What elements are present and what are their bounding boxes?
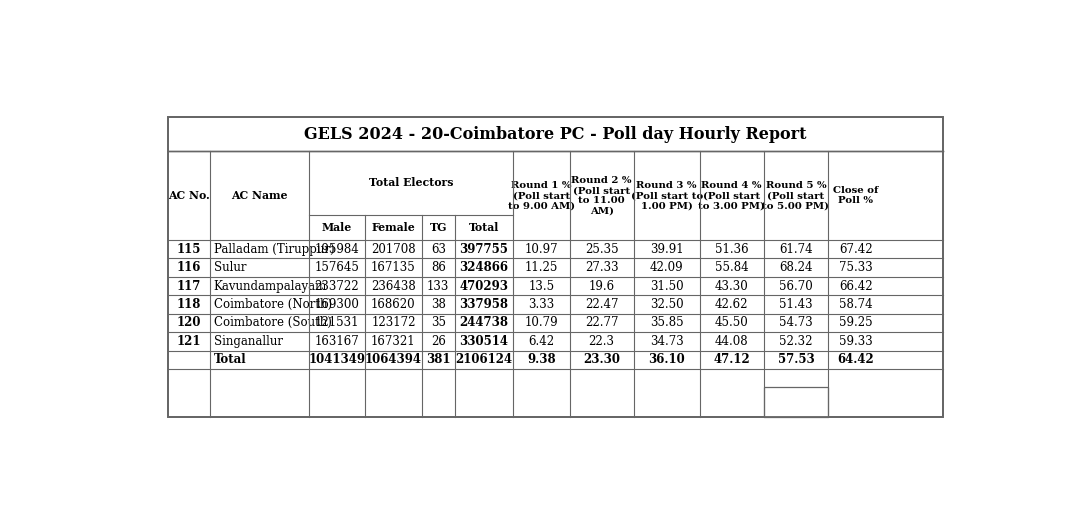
Text: 42.09: 42.09 (650, 261, 684, 274)
Text: 36.10: 36.10 (648, 353, 685, 366)
Text: 118: 118 (177, 298, 201, 311)
Text: 38: 38 (431, 298, 446, 311)
Text: 45.50: 45.50 (715, 316, 748, 329)
Text: 120: 120 (177, 316, 201, 329)
Text: 1041349: 1041349 (309, 353, 365, 366)
Text: 123172: 123172 (372, 316, 416, 329)
Text: Round 5 %
(Poll start
to 5.00 PM): Round 5 % (Poll start to 5.00 PM) (762, 181, 829, 211)
Text: Total: Total (214, 353, 246, 366)
Text: 66.42: 66.42 (839, 280, 873, 293)
Text: 157645: 157645 (314, 261, 360, 274)
Bar (764, 387, 828, 417)
Text: Round 3 %
(Poll start to
1.00 PM): Round 3 % (Poll start to 1.00 PM) (631, 181, 703, 211)
Text: TG: TG (430, 222, 447, 233)
Text: 117: 117 (177, 280, 201, 293)
Text: 11.25: 11.25 (525, 261, 558, 274)
Text: 201708: 201708 (372, 243, 416, 256)
Text: 54.73: 54.73 (779, 316, 813, 329)
Text: 35.85: 35.85 (650, 316, 684, 329)
Text: Singanallur: Singanallur (214, 335, 283, 348)
Text: 13.5: 13.5 (528, 280, 554, 293)
Text: Coimbatore (North): Coimbatore (North) (214, 298, 332, 311)
Text: 381: 381 (426, 353, 450, 366)
Text: 330514: 330514 (459, 335, 509, 348)
Text: 115: 115 (177, 243, 201, 256)
Text: 470293: 470293 (459, 280, 509, 293)
Text: Total Electors: Total Electors (368, 177, 454, 189)
Text: 22.47: 22.47 (585, 298, 619, 311)
Text: 52.32: 52.32 (780, 335, 813, 348)
Text: 63: 63 (431, 243, 446, 256)
Text: 32.50: 32.50 (650, 298, 684, 311)
Text: Coimbatore (South): Coimbatore (South) (214, 316, 332, 329)
Text: 75.33: 75.33 (839, 261, 873, 274)
Text: 22.3: 22.3 (589, 335, 615, 348)
Text: 167321: 167321 (372, 335, 416, 348)
Text: 57.53: 57.53 (778, 353, 814, 366)
Text: 121531: 121531 (314, 316, 360, 329)
Text: GELS 2024 - 20-Coimbatore PC - Poll day Hourly Report: GELS 2024 - 20-Coimbatore PC - Poll day … (305, 126, 807, 143)
Text: 19.6: 19.6 (589, 280, 615, 293)
Text: 23.30: 23.30 (583, 353, 620, 366)
Text: Kavundampalayam: Kavundampalayam (214, 280, 327, 293)
Text: 42.62: 42.62 (715, 298, 748, 311)
Text: AC Name: AC Name (231, 190, 287, 201)
Text: 2106124: 2106124 (456, 353, 513, 366)
Text: 26: 26 (431, 335, 446, 348)
Text: 1064394: 1064394 (365, 353, 422, 366)
Text: 169300: 169300 (314, 298, 360, 311)
Text: 58.74: 58.74 (839, 298, 873, 311)
Text: 9.38: 9.38 (527, 353, 555, 366)
Text: 163167: 163167 (314, 335, 360, 348)
Text: 168620: 168620 (372, 298, 416, 311)
Text: 61.74: 61.74 (779, 243, 813, 256)
Text: 25.35: 25.35 (585, 243, 619, 256)
Text: 86: 86 (431, 261, 446, 274)
Text: 64.42: 64.42 (838, 353, 875, 366)
Text: 68.24: 68.24 (780, 261, 813, 274)
Text: 67.42: 67.42 (839, 243, 873, 256)
Text: 10.97: 10.97 (525, 243, 558, 256)
Text: 22.77: 22.77 (585, 316, 619, 329)
Text: 244738: 244738 (459, 316, 509, 329)
Text: Male: Male (322, 222, 352, 233)
Text: 59.25: 59.25 (839, 316, 873, 329)
Text: 337958: 337958 (459, 298, 509, 311)
Text: 133: 133 (427, 280, 449, 293)
Text: 56.70: 56.70 (779, 280, 813, 293)
Text: Female: Female (372, 222, 416, 233)
Text: 10.79: 10.79 (525, 316, 558, 329)
Text: 6.42: 6.42 (528, 335, 554, 348)
Text: 3.33: 3.33 (528, 298, 554, 311)
Text: Close of
Poll %: Close of Poll % (834, 186, 879, 205)
Text: Round 2 %
(Poll start
to 11.00
AM): Round 2 % (Poll start to 11.00 AM) (571, 176, 632, 216)
Text: 35: 35 (431, 316, 446, 329)
Text: 34.73: 34.73 (650, 335, 684, 348)
Text: Palladam (Tiruppur): Palladam (Tiruppur) (214, 243, 335, 256)
Text: 167135: 167135 (372, 261, 416, 274)
Text: Sulur: Sulur (214, 261, 246, 274)
Text: 236438: 236438 (372, 280, 416, 293)
Text: 43.30: 43.30 (715, 280, 748, 293)
Text: 121: 121 (177, 335, 201, 348)
Text: 44.08: 44.08 (715, 335, 748, 348)
Text: 51.36: 51.36 (715, 243, 748, 256)
Text: 31.50: 31.50 (650, 280, 684, 293)
Text: 27.33: 27.33 (585, 261, 619, 274)
Text: Round 1 %
(Poll start
to 9.00 AM): Round 1 % (Poll start to 9.00 AM) (508, 181, 575, 211)
Text: AC No.: AC No. (168, 190, 210, 201)
Text: 233722: 233722 (314, 280, 360, 293)
Text: 397755: 397755 (459, 243, 509, 256)
Text: 55.84: 55.84 (715, 261, 748, 274)
Text: 51.43: 51.43 (779, 298, 813, 311)
Text: 195984: 195984 (314, 243, 360, 256)
Text: Round 4 %
(Poll start
to 3.00 PM): Round 4 % (Poll start to 3.00 PM) (699, 181, 765, 211)
Text: 116: 116 (177, 261, 201, 274)
Text: 47.12: 47.12 (714, 353, 751, 366)
Text: Total: Total (469, 222, 499, 233)
Text: 59.33: 59.33 (839, 335, 873, 348)
Text: 39.91: 39.91 (650, 243, 684, 256)
Text: 324866: 324866 (459, 261, 509, 274)
